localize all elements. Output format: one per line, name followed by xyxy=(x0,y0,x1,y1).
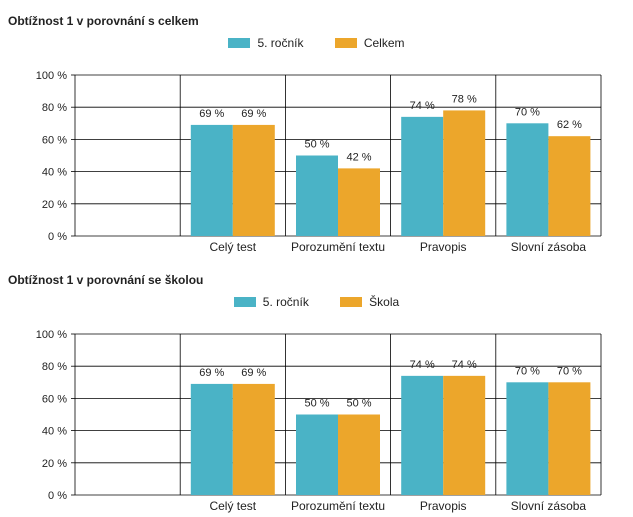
bar xyxy=(296,414,338,495)
chart-block-skola: Obtížnost 1 v porovnání se školou 5. roč… xyxy=(0,259,633,517)
bar-value-label: 42 % xyxy=(346,151,371,163)
bar xyxy=(338,168,380,236)
bar-value-label: 50 % xyxy=(346,398,371,410)
legend-item-5-rocnik[interactable]: 5. ročník xyxy=(228,36,304,50)
chart-title: Obtížnost 1 v porovnání se školou xyxy=(8,273,204,287)
x-category-label: Pravopis xyxy=(420,240,467,254)
legend-item-celkem[interactable]: Celkem xyxy=(334,36,405,50)
bar xyxy=(443,375,486,495)
y-tick-label: 20 % xyxy=(42,199,67,211)
bar-value-label: 78 % xyxy=(452,93,477,105)
bar-value-label: 74 % xyxy=(410,100,435,112)
bar-value-label: 74 % xyxy=(452,359,477,371)
legend-swatch xyxy=(340,297,363,307)
bar xyxy=(548,136,591,236)
x-category-label: Celý test xyxy=(209,499,256,513)
x-category-label: Pravopis xyxy=(420,499,467,513)
bar-value-label: 69 % xyxy=(199,367,224,379)
bar-value-label: 70 % xyxy=(515,106,540,118)
legend-swatch xyxy=(228,38,251,48)
y-tick-label: 100 % xyxy=(36,329,67,341)
bar xyxy=(338,414,380,495)
legend-label: 5. ročník xyxy=(257,36,304,50)
y-tick-label: 40 % xyxy=(42,167,67,179)
bar-value-label: 50 % xyxy=(304,398,329,410)
y-tick-label: 40 % xyxy=(42,426,67,438)
bar xyxy=(401,116,444,236)
bar xyxy=(443,110,486,236)
legend-swatch xyxy=(334,38,357,48)
y-tick-label: 60 % xyxy=(42,134,67,146)
bar-chart-svg: 0 % 20 % 40 % 60 % 80 % 100 % 69 % 69 % Celý tes… xyxy=(36,329,602,513)
legend-label: Celkem xyxy=(363,36,405,50)
bar xyxy=(296,155,338,236)
x-category-label: Porozumění textu xyxy=(291,240,385,254)
y-tick-label: 80 % xyxy=(42,361,67,373)
bar-value-label: 62 % xyxy=(557,119,582,131)
legend-swatch xyxy=(233,297,256,307)
bar-value-label: 69 % xyxy=(241,367,266,379)
bar xyxy=(401,375,444,495)
x-category-label: Porozumění textu xyxy=(291,499,385,513)
y-tick-label: 80 % xyxy=(42,102,67,114)
chart-block-celkem: Obtížnost 1 v porovnání s celkem 5. ročn… xyxy=(0,0,633,258)
x-category-label: Celý test xyxy=(209,240,256,254)
bar-value-label: 70 % xyxy=(515,365,540,377)
y-tick-label: 100 % xyxy=(36,70,67,82)
y-tick-label: 0 % xyxy=(48,490,67,502)
legend-label: Škola xyxy=(369,295,400,309)
chart-legend: 5. ročník Škola xyxy=(0,295,633,310)
bar xyxy=(506,382,549,495)
x-category-label: Slovní zásoba xyxy=(511,240,587,254)
bar xyxy=(190,124,233,236)
bar xyxy=(506,123,549,236)
bar-value-label: 70 % xyxy=(557,365,582,377)
bar-chart-svg: 0 % 20 % 40 % 60 % 80 % 100 % 69 % 69 % Celý tes… xyxy=(36,70,602,254)
chart-title: Obtížnost 1 v porovnání s celkem xyxy=(8,14,199,28)
y-tick-label: 60 % xyxy=(42,393,67,405)
bar xyxy=(232,383,275,495)
legend-item-5-rocnik[interactable]: 5. ročník xyxy=(233,295,309,309)
chart-legend: 5. ročník Celkem xyxy=(0,36,633,51)
legend-item-skola[interactable]: Škola xyxy=(340,295,399,309)
bar-value-label: 69 % xyxy=(199,108,224,120)
y-tick-label: 0 % xyxy=(48,231,67,243)
bar-value-label: 69 % xyxy=(241,108,266,120)
bar xyxy=(548,382,591,495)
bar xyxy=(190,383,233,495)
x-category-label: Slovní zásoba xyxy=(511,499,587,513)
bar-value-label: 50 % xyxy=(304,139,329,151)
bar-value-label: 74 % xyxy=(410,359,435,371)
bar xyxy=(232,124,275,236)
y-tick-label: 20 % xyxy=(42,458,67,470)
legend-label: 5. ročník xyxy=(262,295,309,309)
